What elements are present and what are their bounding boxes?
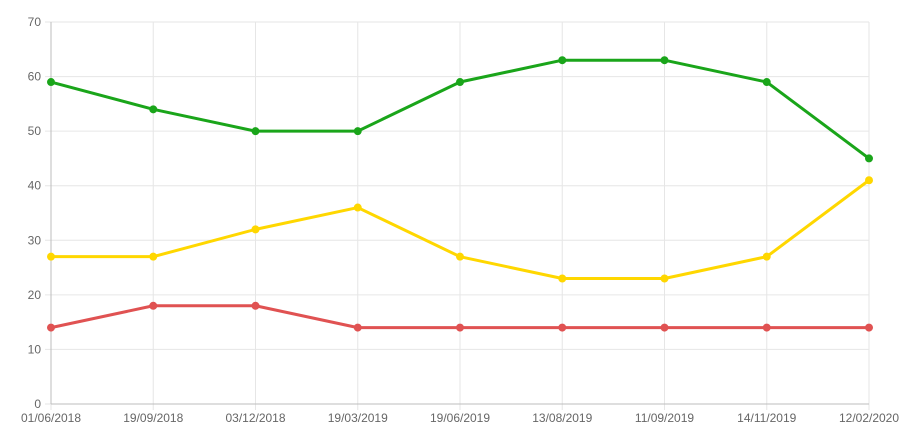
- x-tick-label: 19/09/2018: [123, 411, 183, 425]
- data-point-series-3: [865, 323, 873, 332]
- x-tick-label: 01/06/2018: [21, 411, 81, 425]
- x-tick-label: 19/06/2019: [430, 411, 490, 425]
- data-point-series-1: [353, 127, 362, 136]
- data-point-series-2: [149, 252, 158, 261]
- data-point-series-2: [558, 274, 567, 283]
- x-tick-label: 14/11/2019: [737, 411, 796, 425]
- data-point-series-3: [456, 323, 464, 332]
- y-tick-label: 30: [28, 233, 42, 247]
- data-point-series-2: [353, 203, 362, 212]
- x-tick-label: 11/09/2019: [635, 411, 694, 425]
- data-point-series-2: [865, 176, 873, 185]
- x-tick-label: 03/12/2018: [225, 411, 285, 425]
- y-axis-tick-labels: 0 10 20 30 40 50 60 70: [28, 15, 42, 411]
- x-tick-label: 13/08/2019: [532, 411, 592, 425]
- data-point-series-3: [660, 323, 669, 332]
- data-point-series-3: [251, 301, 260, 310]
- data-point-series-2: [660, 274, 669, 283]
- y-tick-label: 60: [28, 70, 42, 84]
- y-tick-label: 40: [28, 179, 42, 193]
- x-tick-label: 12/02/2020: [839, 411, 899, 425]
- data-point-series-1: [47, 78, 55, 87]
- y-tick-label: 50: [28, 124, 42, 138]
- data-point-series-2: [762, 252, 771, 261]
- y-tick-label: 70: [28, 15, 42, 29]
- data-point-series-3: [149, 301, 158, 310]
- grid: [45, 21, 870, 410]
- y-tick-label: 20: [28, 288, 42, 302]
- data-point-series-3: [762, 323, 771, 332]
- data-point-series-3: [558, 323, 567, 332]
- data-point-series-2: [47, 252, 55, 261]
- data-point-series-1: [149, 105, 158, 114]
- series-group: [47, 56, 873, 332]
- data-point-series-1: [456, 78, 464, 87]
- data-point-series-3: [47, 323, 55, 332]
- data-point-series-1: [251, 127, 260, 136]
- data-point-series-1: [558, 56, 567, 65]
- data-point-series-1: [762, 78, 771, 87]
- data-point-series-2: [251, 225, 260, 234]
- data-point-series-1: [865, 154, 873, 163]
- y-tick-label: 0: [34, 397, 41, 411]
- data-point-series-2: [456, 252, 464, 261]
- x-tick-label: 19/03/2019: [328, 411, 388, 425]
- y-tick-label: 10: [28, 342, 42, 356]
- data-point-series-1: [660, 56, 669, 65]
- data-point-series-3: [353, 323, 362, 332]
- x-axis-tick-labels: 01/06/2018 19/09/2018 03/12/2018 19/03/2019…: [21, 411, 899, 425]
